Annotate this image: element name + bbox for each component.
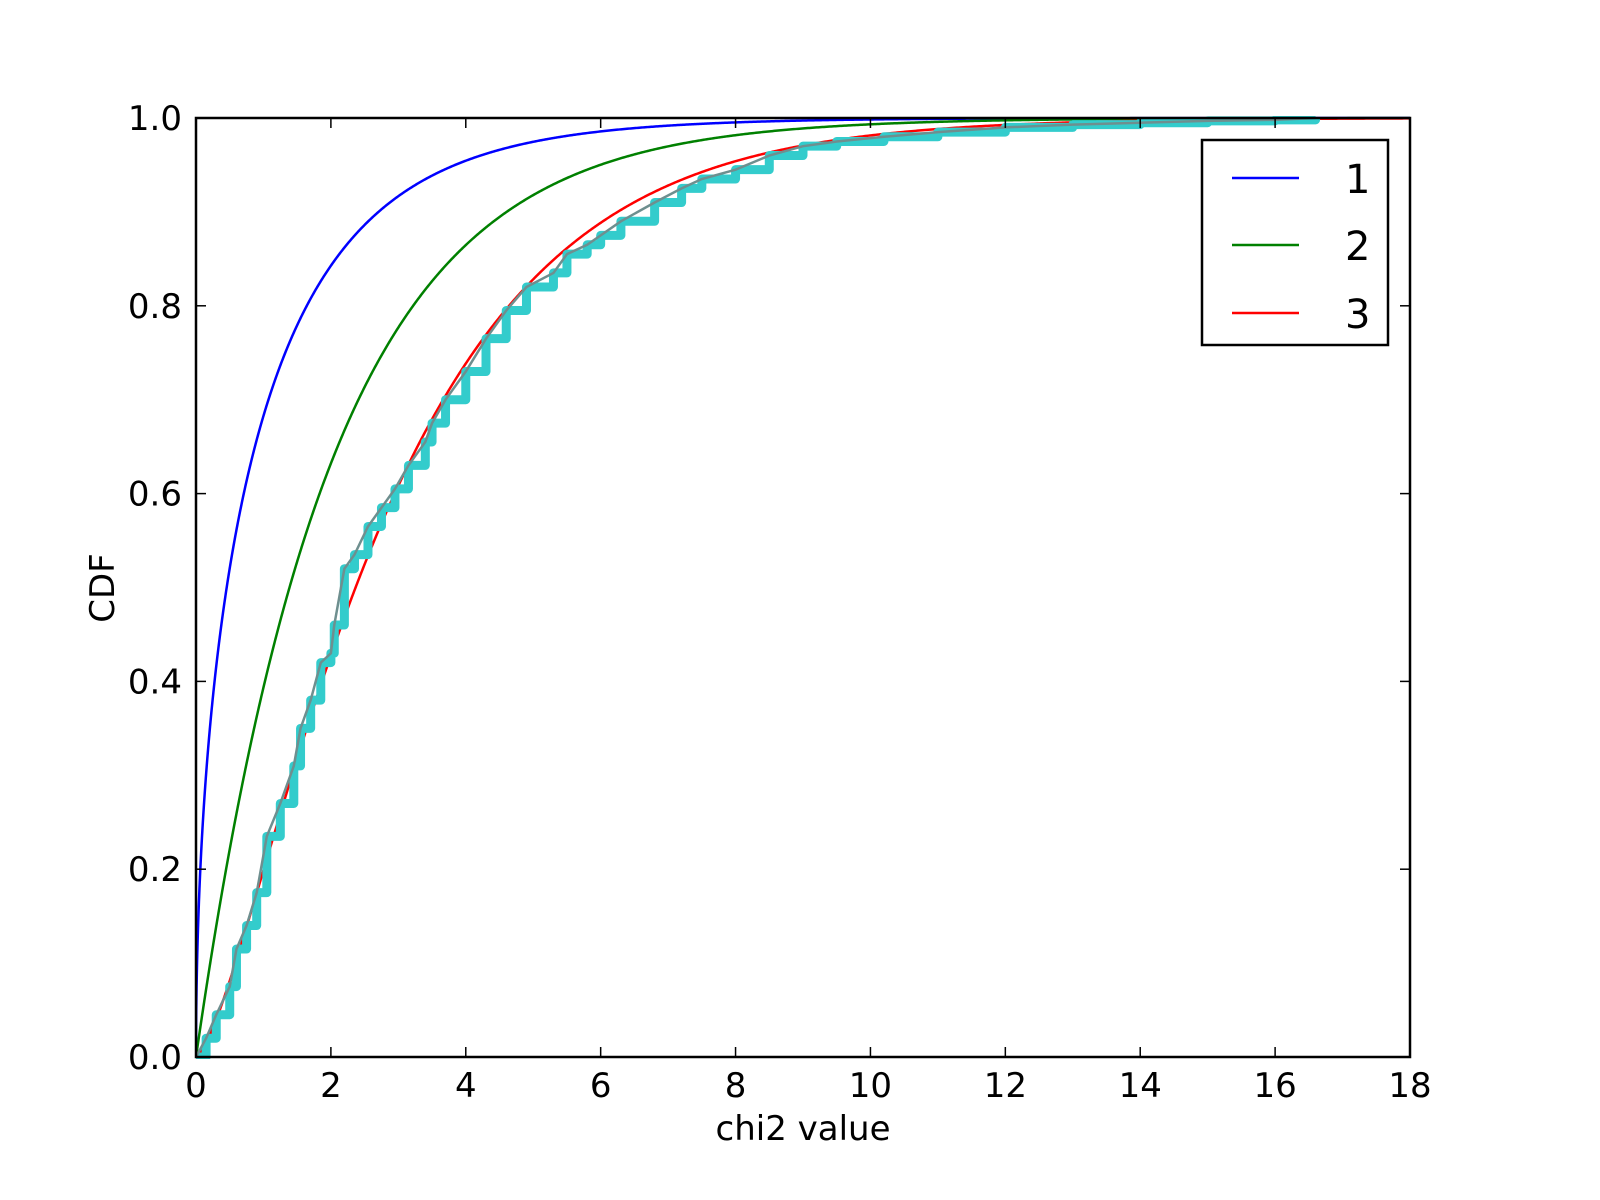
- y-tick-label: 0.4: [128, 662, 182, 702]
- y-axis-ticks: 0.0 0.2 0.4 0.6 0.8 1.0: [128, 99, 1410, 1078]
- y-tick-label: 0.6: [128, 475, 182, 515]
- y-axis-label: CDF: [83, 553, 123, 622]
- x-tick-label: 6: [590, 1066, 612, 1106]
- x-tick-label: 12: [984, 1066, 1027, 1106]
- x-tick-label: 8: [725, 1066, 747, 1106]
- y-tick-label: 1.0: [128, 99, 182, 139]
- x-tick-label: 10: [849, 1066, 892, 1106]
- legend-label-1: 1: [1345, 157, 1370, 203]
- x-axis-label: chi2 value: [716, 1109, 891, 1149]
- legend-item-3: 3: [1232, 292, 1370, 338]
- x-tick-label: 18: [1388, 1066, 1431, 1106]
- legend-box: [1200, 138, 1390, 347]
- axes-frame: [194, 116, 1412, 1059]
- legend-label-2: 2: [1345, 224, 1370, 270]
- ecdf-step-line: [196, 116, 1321, 1059]
- y-tick-label: 0.0: [128, 1038, 182, 1078]
- series-line-2: [196, 116, 1410, 1058]
- x-tick-label: 4: [455, 1066, 477, 1106]
- y-tick-label: 0.8: [128, 287, 182, 327]
- x-axis-ticks: 0 2 4 6 8 10 12 14 16 18: [185, 118, 1432, 1106]
- x-tick-label: 14: [1119, 1066, 1162, 1106]
- legend-item-1: 1: [1232, 157, 1370, 203]
- x-tick-label: 0: [185, 1066, 207, 1106]
- x-tick-label: 2: [320, 1066, 342, 1106]
- x-tick-label: 16: [1253, 1066, 1296, 1106]
- legend-label-3: 3: [1345, 292, 1370, 338]
- y-tick-label: 0.2: [128, 850, 182, 890]
- ecdf-center-line: [196, 116, 1316, 1058]
- legend: 1 2 3: [1200, 138, 1390, 347]
- legend-item-2: 2: [1232, 224, 1370, 270]
